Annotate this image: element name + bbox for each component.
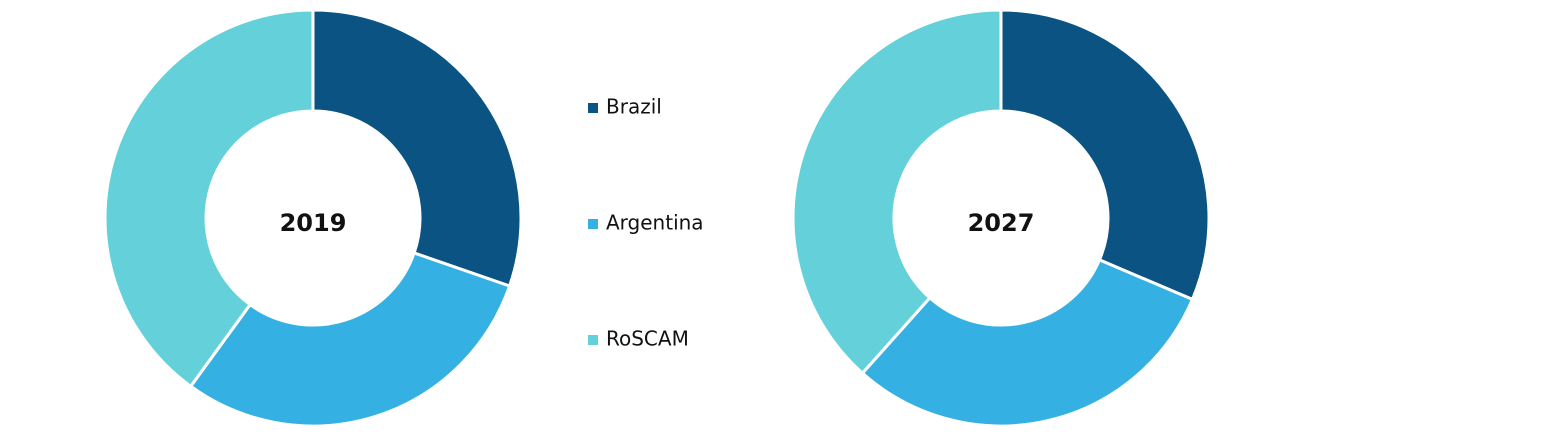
center-label: 2027 bbox=[968, 209, 1035, 237]
slice bbox=[791, 8, 1003, 376]
legend-swatch bbox=[588, 335, 598, 345]
legend-label: Argentina bbox=[606, 211, 704, 235]
slice bbox=[188, 251, 512, 428]
legend-label: Brazil bbox=[606, 95, 662, 119]
legend-swatch bbox=[588, 103, 598, 113]
slice bbox=[103, 8, 315, 389]
slice bbox=[860, 257, 1195, 428]
legend-swatch bbox=[588, 219, 598, 229]
center-label: 2019 bbox=[280, 209, 347, 237]
slice bbox=[999, 8, 1211, 302]
legend-label: RoSCAM bbox=[606, 327, 689, 351]
slice bbox=[311, 8, 523, 288]
